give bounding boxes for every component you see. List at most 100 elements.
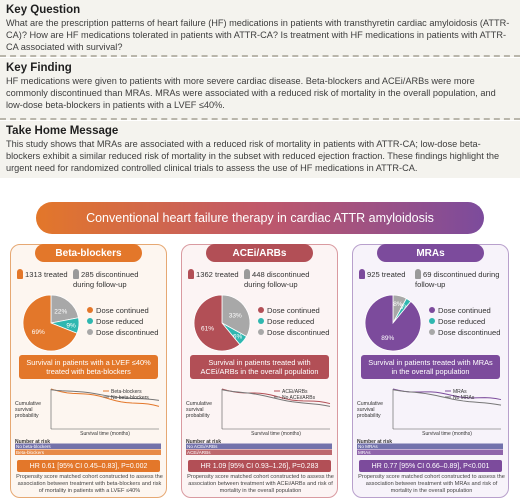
legend-continued: Dose continued: [96, 306, 149, 315]
key-question-body: What are the prescription patterns of he…: [6, 18, 510, 53]
km-legend-untreated: No beta-blockers: [111, 395, 149, 401]
km-y-label: Cumulative survival probability: [357, 401, 383, 419]
risk-table-label: Number at risk: [357, 439, 392, 445]
km-survival-plot: Cumulative survival probability Beta-blocke…: [15, 388, 161, 455]
legend-continued-dot: [429, 307, 435, 313]
treated-count: 1313 treated: [25, 270, 68, 279]
survival-title: Survival in patients treated with ACEi/A…: [190, 355, 329, 379]
legend-reduced-dot: [258, 318, 264, 324]
method-note: Propensity score matched cohort construc…: [16, 474, 163, 494]
km-legend-untreated: No ACEi/ARBs: [282, 395, 316, 401]
discontinued-count: 69 discontinued during follow-up: [415, 270, 500, 289]
risk-row-label: MRAs: [358, 450, 371, 455]
pie-slice-label: 6%: [233, 333, 243, 340]
key-finding-title: Key Finding: [6, 62, 72, 74]
pie-legend: Dose continued Dose reduced Dose discont…: [87, 305, 158, 338]
legend-continued-dot: [87, 307, 93, 313]
pie-slice-label: 9%: [66, 322, 76, 329]
pie-slice-discontinued: [221, 294, 251, 338]
pie-slice-label: 22%: [54, 309, 67, 316]
person-icon: [17, 269, 23, 279]
risk-row-bar: [15, 449, 161, 455]
key-question-title: Key Question: [6, 4, 81, 16]
km-x-label: Survival time (months): [251, 431, 301, 437]
key-finding-section: Key Finding HF medications were given to…: [0, 58, 520, 120]
risk-row-bar: [186, 443, 332, 449]
survival-title: Survival in patients with a LVEF ≤40% tr…: [19, 355, 158, 379]
risk-row-bar: [357, 443, 503, 449]
legend-discontinued-dot: [258, 329, 264, 335]
person-icon: [188, 269, 194, 279]
risk-row-bar: [357, 449, 503, 455]
panel-title: MRAs: [377, 244, 484, 262]
pie-slice-label: 61%: [201, 326, 214, 333]
risk-row-bar: [15, 443, 161, 449]
risk-row-bar: [186, 449, 332, 455]
person-icon: [415, 269, 421, 279]
method-note: Propensity score matched cohort construc…: [358, 474, 505, 494]
pie-legend: Dose continued Dose reduced Dose discont…: [429, 305, 500, 338]
km-curve-treated: [50, 388, 160, 407]
pie-slice-label: 8%: [393, 301, 403, 308]
figure-banner: Conventional heart failure therapy in ca…: [36, 202, 484, 234]
risk-row-label: Beta-blockers: [16, 450, 45, 455]
risk-table-label: Number at risk: [186, 439, 221, 445]
key-question-section: Key Question What are the prescription p…: [0, 0, 520, 57]
pie-slice-label: 3%: [400, 304, 410, 311]
dose-pie-chart: 22% 9% 69%: [22, 294, 80, 352]
legend-reduced-dot: [429, 318, 435, 324]
legend-reduced: Dose reduced: [96, 317, 144, 326]
km-legend-treated: Beta-blockers: [111, 389, 142, 395]
km-x-label: Survival time (months): [422, 431, 472, 437]
panel-title: ACEi/ARBs: [206, 244, 313, 262]
legend-reduced-dot: [87, 318, 93, 324]
risk-row-label: No ACEi/ARBs: [187, 444, 218, 449]
km-y-label: Cumulative survival probability: [186, 401, 212, 419]
dose-pie-chart: 33% 6% 61%: [193, 294, 251, 352]
legend-discontinued: Dose discontinued: [267, 328, 330, 337]
take-home-section: Take Home Message This study shows that …: [0, 121, 520, 178]
km-x-label: Survival time (months): [80, 431, 130, 437]
km-legend-treated: MRAs: [453, 389, 467, 395]
legend-discontinued-dot: [87, 329, 93, 335]
person-icon: [73, 269, 79, 279]
person-icon: [359, 269, 365, 279]
km-legend-treated: ACEi/ARBs: [282, 389, 308, 395]
take-home-body: This study shows that MRAs are associate…: [6, 139, 500, 174]
km-legend-untreated: No MRAs: [453, 395, 475, 401]
discontinued-count: 448 discontinued during follow-up: [244, 270, 310, 289]
hazard-ratio: HR 0.61 [95% CI 0.45–0.83], P=0.002: [17, 460, 160, 472]
panel-mras: MRAs 925 treated 69 discontinued during …: [352, 244, 509, 498]
legend-discontinued: Dose discontinued: [438, 328, 501, 337]
risk-table-label: Number at risk: [15, 439, 50, 445]
panel-beta-blockers: Beta-blockers 1313 treated 285 discontin…: [10, 244, 167, 498]
pie-legend: Dose continued Dose reduced Dose discont…: [258, 305, 329, 338]
km-curve-untreated: [392, 389, 502, 406]
panel-title: Beta-blockers: [35, 244, 142, 262]
km-y-label: Cumulative survival probability: [15, 401, 41, 419]
pie-slice-label: 89%: [381, 335, 394, 342]
person-icon: [244, 269, 250, 279]
pie-slice-continued: [22, 294, 78, 352]
hazard-ratio: HR 0.77 [95% CI 0.66–0.89], P<0.001: [359, 460, 502, 472]
pie-slice-continued: [364, 294, 422, 352]
km-survival-plot: Cumulative survival probabilityACEi/ARBsNo…: [186, 388, 332, 455]
legend-continued: Dose continued: [267, 306, 320, 315]
pie-slice-label: 69%: [32, 329, 45, 336]
survival-title: Survival in patients treated with MRAs i…: [361, 355, 500, 379]
hazard-ratio: HR 1.09 [95% CI 0.93–1.26], P=0.283: [188, 460, 331, 472]
legend-reduced: Dose reduced: [438, 317, 486, 326]
treated-count: 1362 treated: [196, 270, 239, 279]
dose-pie-chart: 8%3% 89%: [364, 294, 422, 352]
legend-discontinued: Dose discontinued: [96, 328, 159, 337]
risk-row-label: No MRAs: [358, 444, 378, 449]
legend-discontinued-dot: [429, 329, 435, 335]
risk-row-label: ACEi/ARBs: [187, 450, 211, 455]
take-home-title: Take Home Message: [6, 125, 119, 137]
pie-slice-discontinued: [50, 294, 79, 324]
key-finding-body: HF medications were given to patients wi…: [6, 76, 496, 111]
legend-continued: Dose continued: [438, 306, 491, 315]
pie-slice-continued: [193, 294, 241, 352]
panel-acei-arbs: ACEi/ARBs 1362 treated 448 discontinued …: [181, 244, 338, 498]
